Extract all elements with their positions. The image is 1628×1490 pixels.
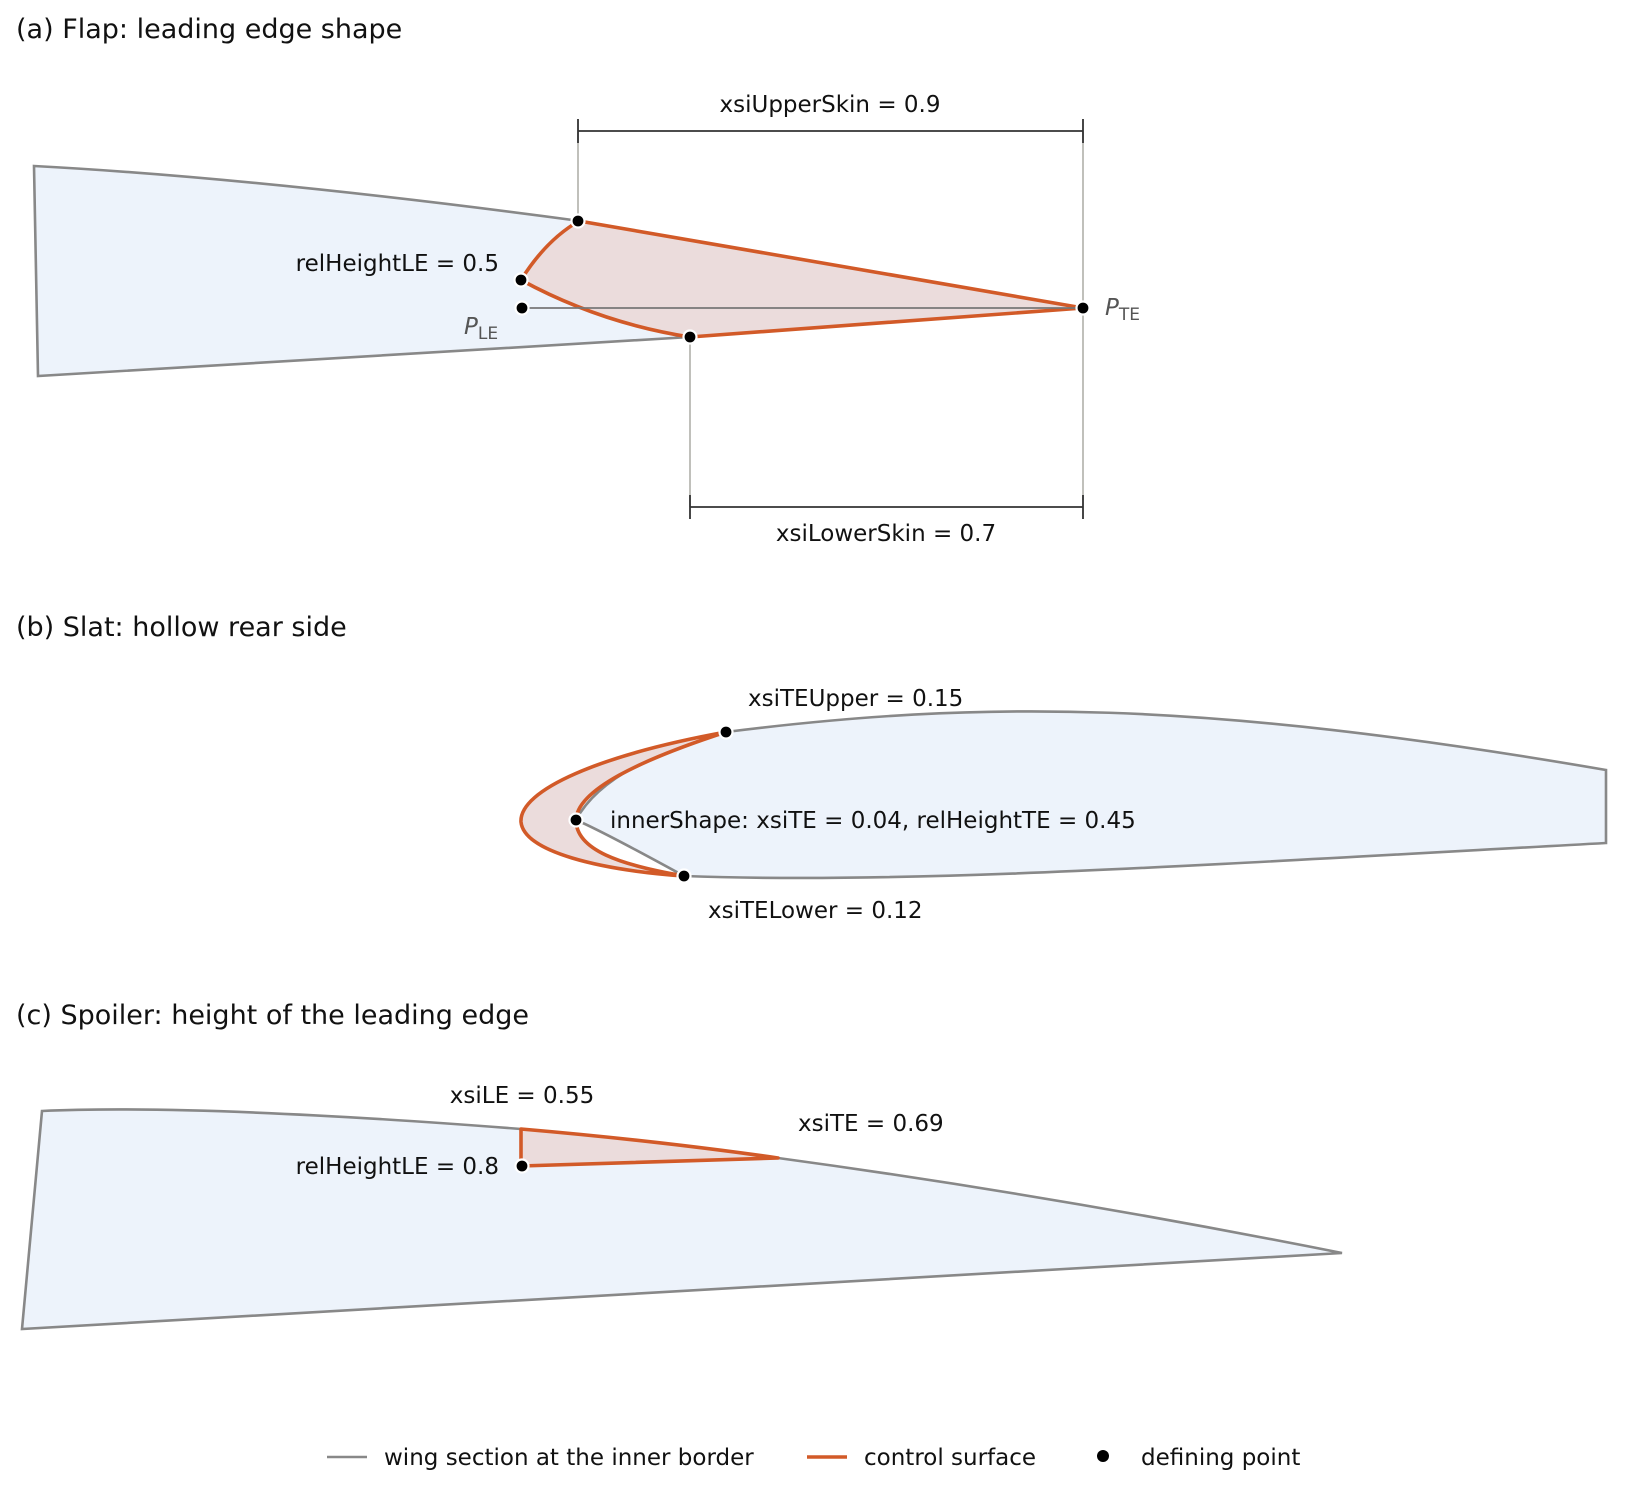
p-le-point — [514, 300, 530, 316]
upper-skin-dimension — [577, 119, 1084, 143]
te-lower-point — [676, 868, 692, 884]
panel-slat: (b) Slat: hollow rear side xsiTEUpper = … — [16, 612, 1608, 924]
xsi-te-upper-label: xsiTEUpper = 0.15 — [748, 686, 963, 712]
xsi-te-label: xsiTE = 0.69 — [798, 1111, 944, 1137]
lower-skin-point — [682, 329, 698, 345]
panel-c-title: (c) Spoiler: height of the leading edge — [16, 1000, 529, 1031]
p-le-label: PLE — [464, 314, 498, 344]
panel-flap: (a) Flap: leading edge shape xsiUpperSki… — [16, 14, 1140, 547]
inner-shape-label: innerShape: xsiTE = 0.04, relHeightTE = … — [610, 808, 1136, 834]
p-te-main: P — [1105, 295, 1119, 321]
panel-b-title: (b) Slat: hollow rear side — [16, 612, 347, 643]
p-te-subscript: TE — [1118, 305, 1140, 325]
flap-rel-height-le-label: relHeightLE = 0.5 — [296, 251, 499, 277]
p-te-label: PTE — [1105, 295, 1140, 325]
spoiler-rel-height-point — [514, 1158, 530, 1174]
spoiler-rel-height-le-label: relHeightLE = 0.8 — [296, 1154, 499, 1180]
xsi-upper-skin-label: xsiUpperSkin = 0.9 — [720, 92, 941, 118]
legend-defining-point-swatch — [1097, 1450, 1109, 1462]
upper-skin-point — [570, 213, 586, 229]
panel-spoiler: (c) Spoiler: height of the leading edge … — [16, 1000, 1343, 1331]
legend-wing-section-label: wing section at the inner border — [384, 1445, 754, 1471]
inner-shape-point — [568, 812, 584, 828]
legend-control-surface-label: control surface — [864, 1445, 1036, 1471]
xsi-lower-skin-label: xsiLowerSkin = 0.7 — [776, 521, 996, 547]
lower-skin-dimension — [689, 495, 1084, 519]
slat-control-surface — [519, 730, 728, 878]
p-le-subscript: LE — [478, 324, 498, 344]
p-te-point — [1075, 300, 1091, 316]
legend-defining-point-label: defining point — [1141, 1445, 1300, 1471]
spoiler-wing-section — [20, 1108, 1343, 1331]
spoiler-control-surface — [519, 1127, 780, 1168]
te-upper-point — [718, 724, 734, 740]
xsi-te-lower-label: xsiTELower = 0.12 — [708, 898, 923, 924]
legend: wing section at the inner border control… — [327, 1445, 1300, 1471]
p-le-main: P — [464, 314, 478, 340]
panel-a-title: (a) Flap: leading edge shape — [16, 14, 402, 45]
xsi-le-label: xsiLE = 0.55 — [450, 1083, 594, 1109]
rel-height-le-point — [513, 272, 529, 288]
